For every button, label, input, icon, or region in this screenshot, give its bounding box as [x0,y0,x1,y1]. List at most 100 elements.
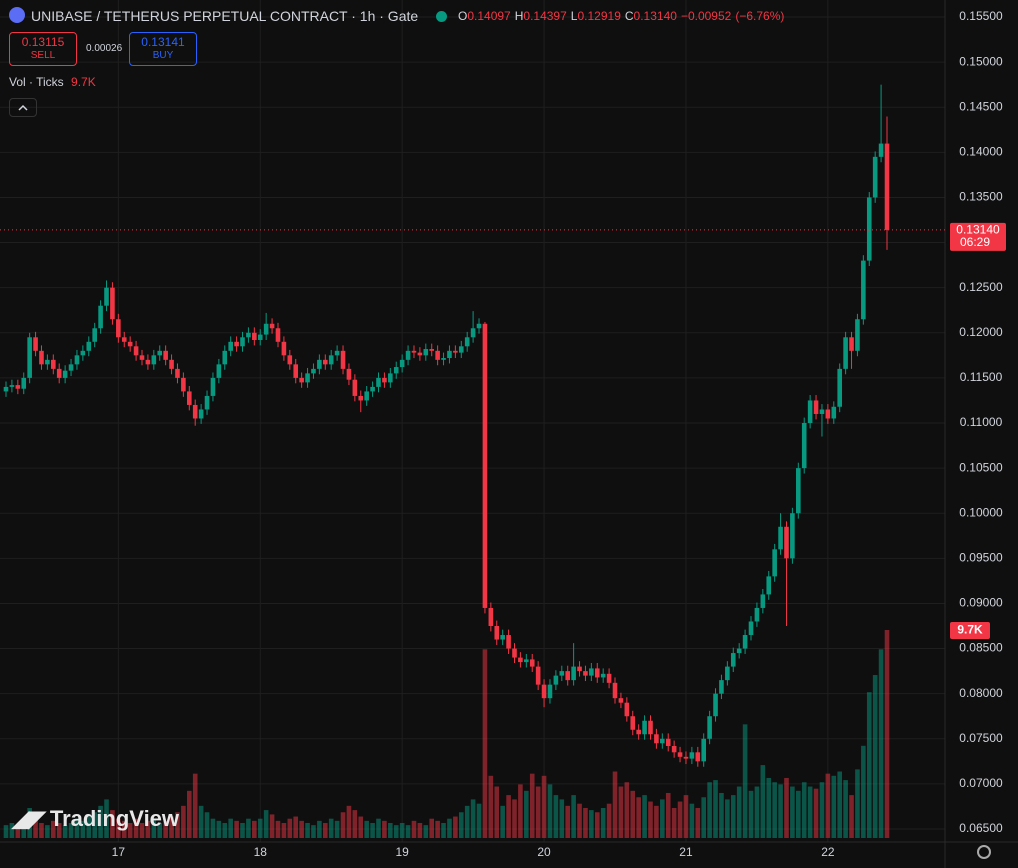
candle-body [660,738,665,744]
volume-bar [636,797,641,838]
ohlc-key: O [458,9,468,23]
volume-bar [358,816,364,838]
volume-bar [594,812,600,838]
y-tick-label: 0.09500 [959,551,1003,565]
candle-body [583,671,588,676]
sell-label: SELL [30,50,56,61]
volume-bar [458,812,464,838]
candle-body [855,319,860,351]
volume-bar [825,773,831,838]
volume-bar [198,805,204,838]
candle-body [423,349,429,356]
volume-bar [121,820,127,838]
candle-body [263,323,269,335]
volume-bar [39,822,44,838]
candle-body [116,319,121,338]
volume-bar [293,816,299,838]
x-tick-label: 19 [395,845,409,859]
candle-body [352,379,358,396]
candle-body [636,729,641,735]
volume-bar [713,780,718,838]
volume-bar [192,773,198,838]
y-tick-label: 0.11500 [960,370,1003,384]
volume-bar [393,825,399,838]
volume-bar [33,818,38,838]
volume-bar [104,799,109,838]
candle-body [234,341,239,347]
candle-body [417,352,423,356]
volume-bar [399,822,405,838]
y-tick-label: 0.14500 [959,99,1003,113]
volume-bar [411,820,417,838]
candle-body [74,355,80,365]
volume-bar [388,822,393,838]
candle-body [837,368,842,407]
candle-body [204,395,210,410]
x-tick-label: 18 [254,845,268,859]
y-tick-label: 0.10500 [959,460,1003,474]
volume-bar [86,816,92,838]
candle-body [458,346,464,353]
volume-tag [950,622,990,639]
volume-bar [482,649,488,838]
candle-body [825,409,831,419]
y-tick-label: 0.07500 [959,731,1003,745]
candle-body [98,305,103,329]
candle-body [742,635,748,649]
volume-bar [127,822,133,838]
volume-bar [263,810,269,838]
volume-bar [671,807,677,838]
candle-body [648,720,653,735]
candle-body [39,350,44,365]
volume-bar [807,786,813,838]
candle-body [45,359,50,365]
settings-button[interactable] [977,845,991,859]
volume-bar [98,805,103,838]
volume-bar [648,801,653,838]
candle-body [269,323,275,329]
volume-bar [240,822,245,838]
volume-bar [600,807,606,838]
chevron-icon [18,104,28,111]
volume-bar [45,825,50,838]
candle-body [252,332,257,340]
candle-body [866,197,872,261]
candle-body [766,576,772,595]
volume-legend[interactable]: Vol · Ticks 9.7K [9,75,96,89]
volume-bar [51,820,56,838]
candle-body [524,659,529,663]
volume-bar [210,818,216,838]
candle-body [364,391,369,401]
candle-body [68,364,74,371]
volume-bar [281,822,287,838]
candle-body [464,337,470,347]
candle-body [175,368,180,378]
volume-bar [642,795,647,838]
candle-body [488,607,494,626]
candle-body [3,386,9,392]
candle-body [228,341,233,351]
sell-price: 0.13115 [21,35,65,49]
sell-button[interactable]: 0.13115 SELL [9,32,77,66]
volume-bar [559,799,565,838]
volume-bar [92,812,97,838]
candle-body [139,355,145,360]
volume-bar [778,784,783,838]
candle-body [405,350,411,360]
symbol-logo[interactable] [9,7,25,23]
last-price-tag [950,222,1006,251]
volume-bar [169,816,174,838]
buy-button[interactable]: 0.13141 BUY [129,32,197,66]
candle-body [299,377,304,383]
candle-body [133,346,139,356]
volume-bar [234,820,239,838]
volume-bar [512,799,517,838]
candle-body [512,648,517,658]
volume-bar [470,799,476,838]
volume-bar [453,816,458,838]
collapse-button[interactable] [9,98,37,117]
x-tick-label: 21 [679,845,693,859]
volume-bar [529,773,535,838]
ohlc-key: H [514,9,524,23]
chart-title[interactable]: UNIBASE / TETHERUS PERPETUAL CONTRACT · … [31,8,419,24]
